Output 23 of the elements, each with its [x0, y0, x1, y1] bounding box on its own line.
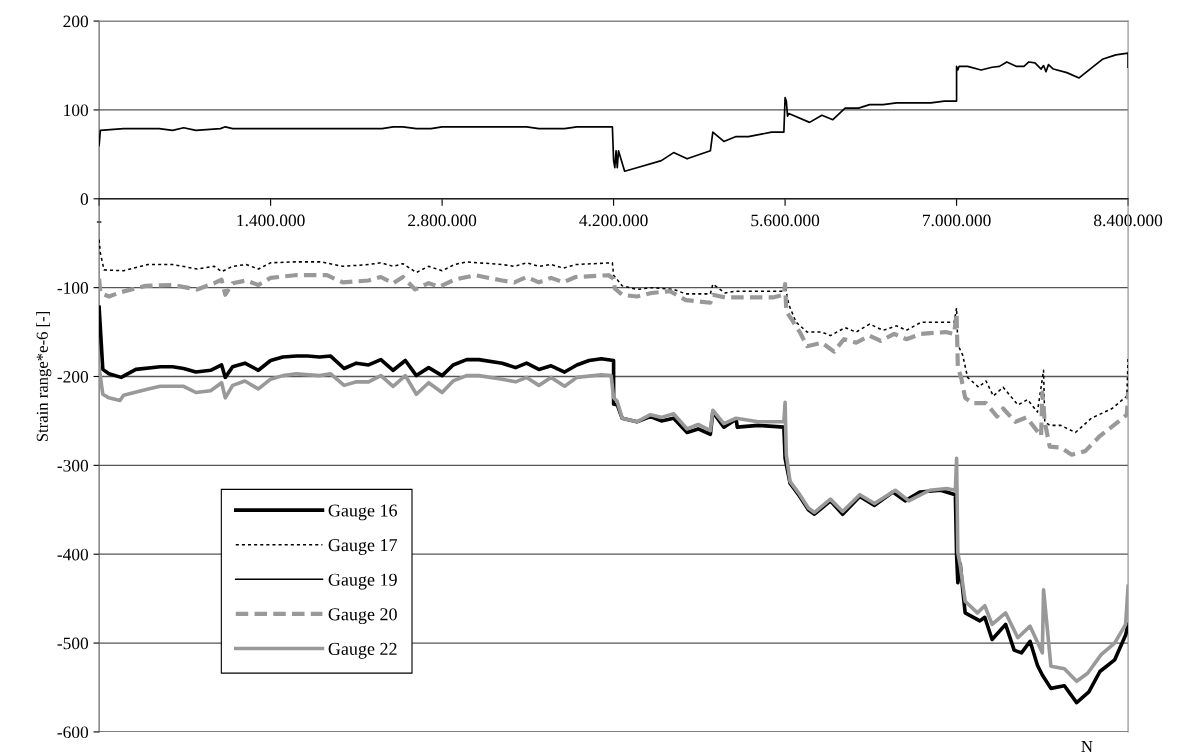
- x-tick-label: 8.400.000: [1094, 214, 1163, 227]
- x-tick-label: 2.800.000: [408, 214, 477, 227]
- y-axis-title: Strain range*e-6 [-]: [36, 312, 52, 442]
- legend-label: Gauge 16: [328, 504, 398, 521]
- x-tick-label: -: [96, 221, 102, 223]
- y-tick-label: -300: [57, 459, 89, 472]
- x-tick-label: 4.200.000: [579, 214, 648, 227]
- legend-label: Gauge 22: [328, 642, 397, 659]
- x-axis-title: N: [1081, 741, 1093, 753]
- x-tick-label: 5.600.000: [751, 214, 820, 227]
- legend-label: Gauge 20: [328, 608, 397, 625]
- y-tick-label: 200: [63, 15, 89, 28]
- y-tick-label: 100: [64, 104, 89, 117]
- y-tick-label: -500: [57, 637, 89, 650]
- x-tick-label: 1.400.000: [237, 214, 305, 227]
- legend-label: Gauge 17: [328, 539, 398, 555]
- x-tick-label: 7.000.000: [923, 214, 991, 227]
- y-tick-label: -200: [57, 370, 89, 383]
- legend-label: Gauge 19: [328, 573, 397, 590]
- y-tick-label: -400: [57, 548, 89, 561]
- y-tick-label: 0: [80, 193, 89, 205]
- y-tick-label: -600: [57, 726, 89, 739]
- y-tick-label: -100: [57, 282, 89, 294]
